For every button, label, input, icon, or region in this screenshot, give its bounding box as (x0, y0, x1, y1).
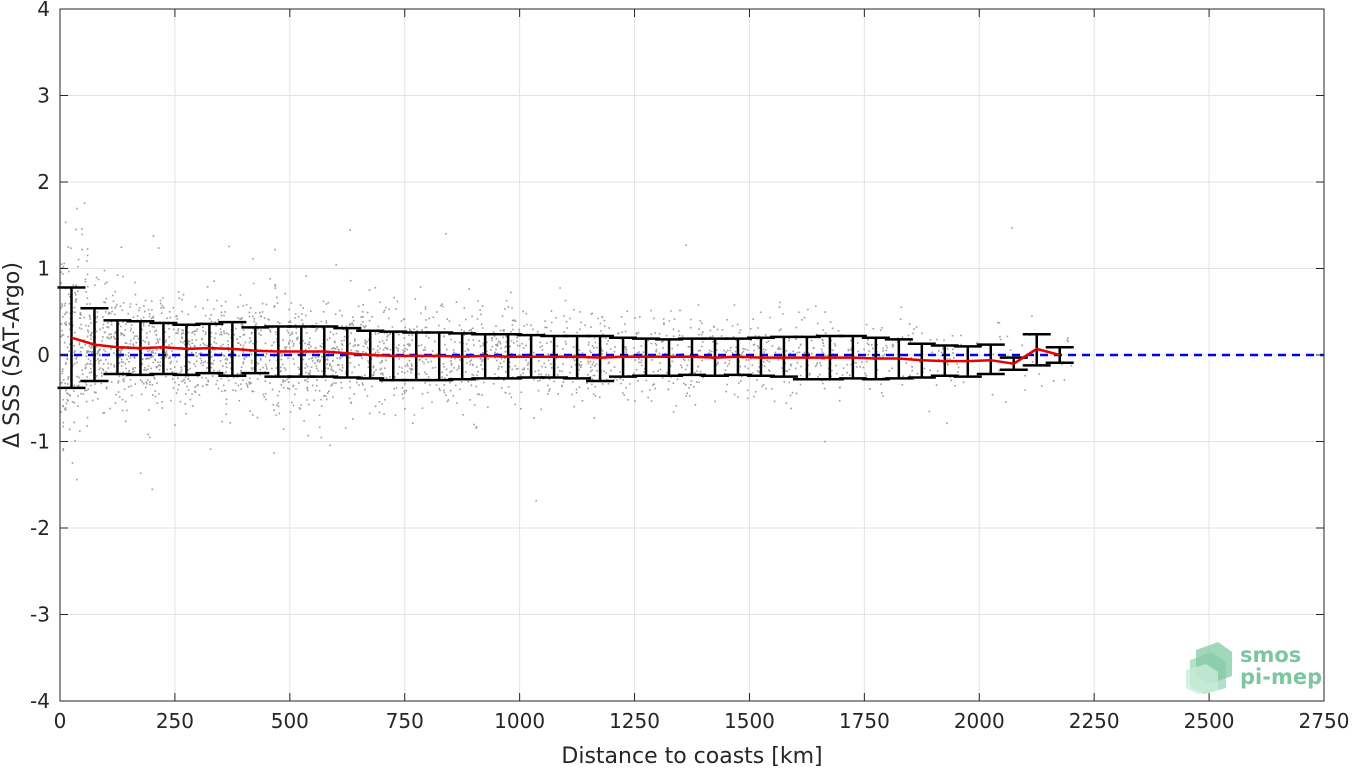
y-tick-label: 2 (37, 170, 50, 194)
y-tick-label: -3 (30, 603, 50, 627)
y-tick-label: 3 (37, 84, 50, 108)
x-tick-label: 750 (386, 709, 424, 733)
error-bar (57, 286, 86, 390)
logo-layers-icon (1186, 642, 1232, 694)
y-axis-label: Δ SSS (SAT-Argo) (0, 262, 25, 448)
x-tick-label: 500 (271, 709, 309, 733)
error-bars (57, 286, 1074, 390)
smos-pi-mep-logo: smos pi-mep (1186, 642, 1322, 694)
y-tick-label: -2 (30, 516, 50, 540)
y-tick-label: 0 (37, 343, 50, 367)
logo-line2: pi-mep (1240, 665, 1322, 689)
x-tick-label: 2500 (1184, 709, 1235, 733)
x-tick-label: 1750 (839, 709, 890, 733)
x-tick-label: 2250 (1069, 709, 1120, 733)
error-bar (1045, 345, 1074, 365)
scatter-cloud (60, 202, 1073, 502)
x-tick-label: 1250 (609, 709, 660, 733)
y-tick-label: 1 (37, 257, 50, 281)
x-axis-label: Distance to coasts [km] (561, 744, 822, 768)
mean-line (71, 336, 1061, 366)
x-tick-label: 2000 (954, 709, 1005, 733)
y-tick-label: -4 (30, 689, 50, 713)
x-tick-label: 250 (156, 709, 194, 733)
x-tick-label: 1500 (724, 709, 775, 733)
logo-line1: smos (1240, 643, 1301, 667)
y-tick-label: 4 (37, 0, 50, 21)
y-ticks: -4 -3 -2 -1 0 1 2 3 4 (30, 0, 1324, 713)
x-tick-label: 0 (54, 709, 67, 733)
x-ticks: 0 250 500 750 1000 1250 1500 1750 2000 2250 2500 27… (54, 9, 1350, 733)
y-tick-label: -1 (30, 430, 50, 454)
x-tick-label: 1000 (494, 709, 545, 733)
x-tick-label: 2750 (1299, 709, 1350, 733)
scatter-points (60, 202, 1073, 502)
